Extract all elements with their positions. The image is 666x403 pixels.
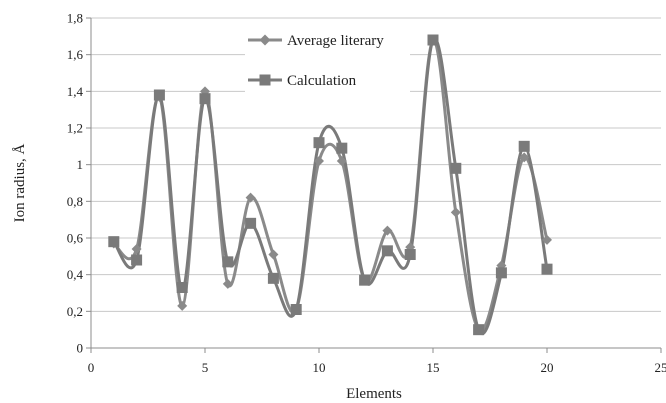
data-point-calculation — [336, 142, 348, 154]
data-point-calculation — [427, 34, 439, 46]
axes — [86, 17, 662, 353]
data-point-calculation — [153, 89, 165, 101]
data-point-calculation — [518, 140, 530, 152]
x-tick-label: 15 — [427, 360, 440, 375]
legend-background — [245, 24, 410, 94]
x-tick-label: 5 — [202, 360, 209, 375]
data-point-average-literary — [519, 152, 530, 163]
data-point-calculation — [199, 93, 211, 105]
data-point-calculation — [267, 272, 279, 284]
data-point-calculation — [495, 267, 507, 279]
y-tick-label: 1,4 — [67, 84, 84, 99]
x-tick-label: 25 — [655, 360, 666, 375]
legend-diamond-marker — [259, 34, 271, 46]
data-point-average-literary — [450, 207, 461, 218]
y-axis-title: Ion radius, Å — [12, 143, 28, 222]
legend-square-marker — [259, 74, 271, 86]
legend-entry-average-literary: Average literary — [248, 33, 384, 49]
data-point-calculation — [313, 137, 325, 149]
x-axis-title: Elements — [346, 386, 402, 402]
data-point-calculation — [404, 249, 416, 260]
y-tick-label: 1,8 — [67, 11, 83, 26]
data-point-average-literary — [268, 249, 279, 260]
legend: Average literary Calculation — [245, 24, 410, 94]
data-point-average-literary — [177, 300, 188, 311]
data-point-calculation — [222, 256, 234, 268]
data-point-average-literary — [131, 244, 142, 254]
data-point-calculation — [245, 217, 257, 229]
data-point-calculation — [176, 282, 188, 293]
data-point-calculation — [359, 274, 371, 286]
data-point-calculation — [131, 254, 143, 266]
y-tick-label: 0,8 — [67, 194, 83, 209]
data-point-average-literary — [382, 225, 393, 236]
series-markers — [108, 34, 553, 336]
data-point-calculation — [290, 304, 302, 315]
y-tick-label: 1,6 — [67, 47, 84, 62]
data-point-calculation — [381, 245, 393, 257]
data-point-average-literary — [314, 156, 324, 166]
y-tick-label: 0,6 — [67, 231, 84, 246]
data-point-average-literary — [542, 234, 552, 245]
data-point-calculation — [450, 162, 462, 174]
x-tick-label: 10 — [313, 360, 326, 375]
legend-entry-calculation: Calculation — [248, 73, 357, 89]
y-tick-label: 0,4 — [67, 267, 84, 282]
legend-label-calculation: Calculation — [287, 73, 357, 89]
y-tick-label: 1,2 — [67, 121, 83, 136]
data-point-average-literary — [336, 156, 347, 166]
data-point-average-literary — [245, 192, 256, 203]
y-tick-label: 0,2 — [67, 304, 83, 319]
tick-labels: 0 0,2 0,4 0,6 0,8 1 1,2 1,4 1,6 1,8 0 5 10 15 20 25 — [67, 11, 666, 376]
data-point-average-literary — [222, 278, 233, 289]
y-tick-label: 1 — [77, 157, 84, 172]
data-point-calculation — [473, 324, 485, 336]
x-tick-label: 20 — [541, 360, 554, 375]
data-point-calculation — [108, 236, 120, 248]
data-point-calculation — [541, 263, 553, 275]
y-tick-label: 0 — [77, 341, 84, 356]
x-tick-label: 0 — [88, 360, 95, 375]
legend-label-average-literary: Average literary — [287, 33, 384, 49]
